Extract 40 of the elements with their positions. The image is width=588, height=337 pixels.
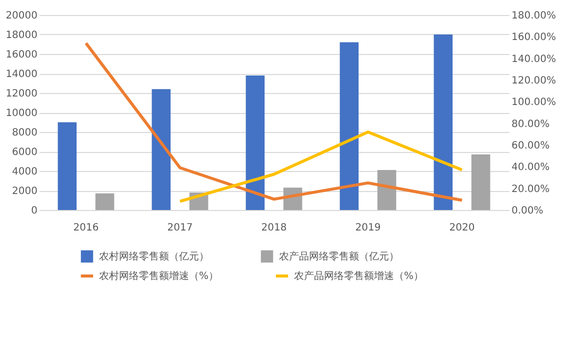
- bar: [434, 34, 453, 210]
- y2-tick-label: 0.00%: [512, 206, 544, 216]
- bar: [95, 193, 114, 210]
- bar: [471, 154, 490, 210]
- y-tick-label: 20000: [6, 10, 38, 22]
- x-tick-label: 2020: [449, 222, 475, 234]
- y-tick-label: 12000: [6, 88, 38, 100]
- bar: [152, 89, 171, 210]
- legend-label: 农村网络零售额（亿元）: [99, 250, 209, 262]
- y2-tick-label: 100.00%: [512, 97, 556, 108]
- line-series: [84, 42, 464, 202]
- y2-tick-label: 180.00%: [512, 10, 556, 22]
- bar: [58, 122, 77, 210]
- y-tick-label: 16000: [6, 50, 38, 60]
- x-tick-label: 2018: [261, 222, 287, 234]
- legend-label: 农村网络零售额增速（%）: [99, 270, 219, 282]
- x-tick-label: 2019: [355, 222, 381, 234]
- legend-label: 农产品网络零售额（亿元）: [279, 250, 399, 262]
- y-tick-label: 18000: [6, 30, 38, 41]
- bar: [246, 75, 265, 210]
- x-tick-label: 2017: [167, 222, 193, 234]
- y-tick-label: 4000: [12, 166, 38, 178]
- y-tick-label: 2000: [12, 186, 38, 197]
- bar: [377, 170, 396, 210]
- y2-tick-label: 140.00%: [512, 54, 556, 65]
- y-tick-label: 0: [31, 206, 38, 216]
- y2-tick-label: 80.00%: [512, 118, 550, 130]
- y2-tick-label: 160.00%: [512, 32, 556, 44]
- y2-tick-label: 20.00%: [512, 184, 550, 195]
- y-tick-label: 8000: [12, 128, 38, 138]
- line-series: [178, 130, 464, 203]
- y-tick-label: 6000: [12, 147, 38, 158]
- y-tick-label: 10000: [6, 108, 38, 119]
- y2-tick-label: 60.00%: [512, 140, 550, 152]
- legend-label: 农产品网络零售额增速（%）: [294, 270, 424, 282]
- bar: [340, 42, 359, 210]
- y2-tick-label: 120.00%: [512, 76, 556, 86]
- y-tick-label: 14000: [6, 69, 38, 80]
- y2-tick-label: 40.00%: [512, 162, 550, 174]
- x-tick-label: 2016: [73, 222, 99, 234]
